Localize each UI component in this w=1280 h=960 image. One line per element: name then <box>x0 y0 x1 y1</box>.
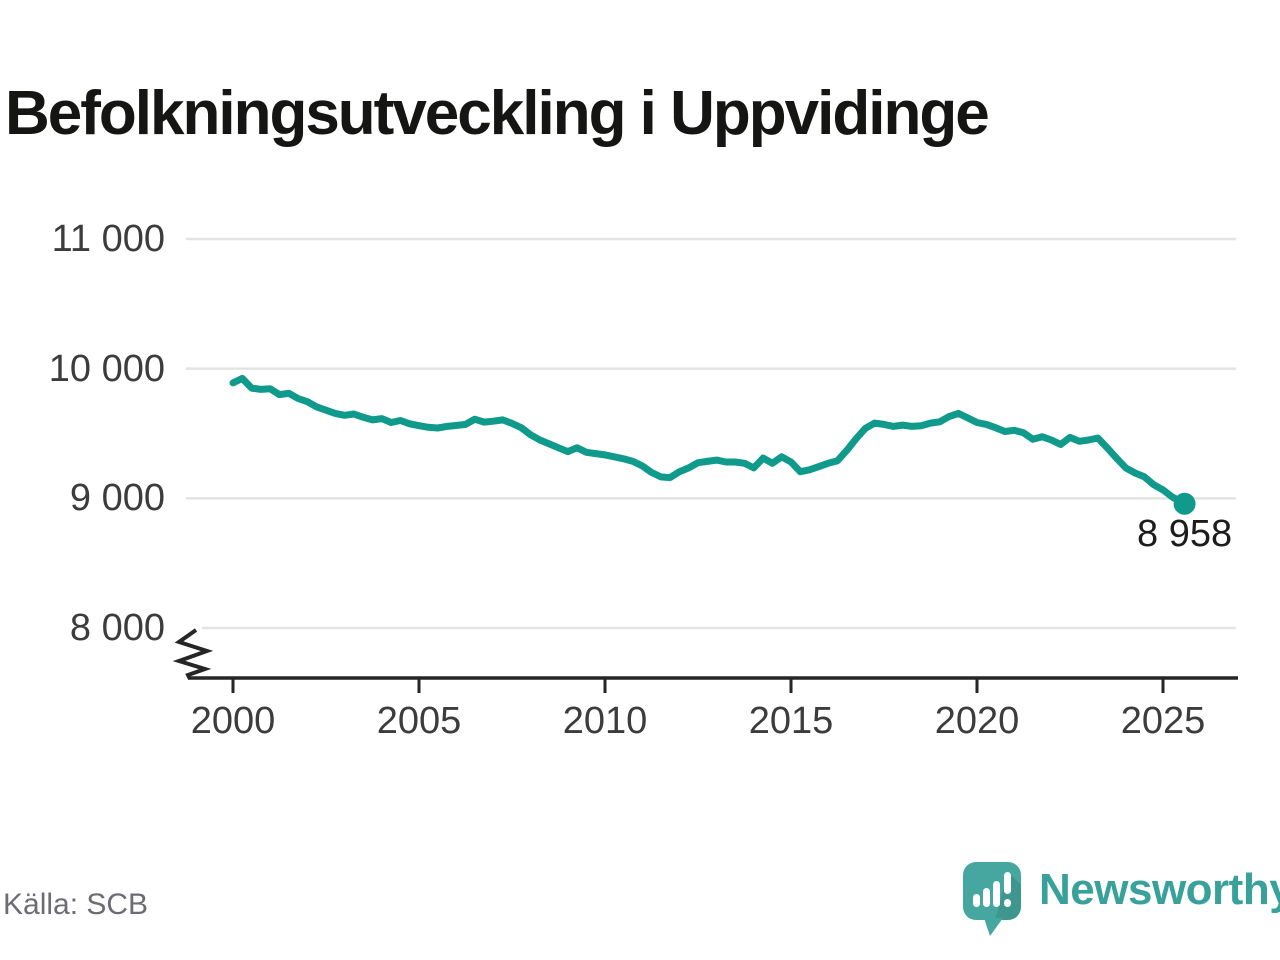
x-tick-label: 2015 <box>748 700 834 742</box>
population-line <box>229 374 1189 508</box>
page-title: Befolkningsutveckling i Uppvidinge <box>5 78 990 148</box>
newsworthy-logo-text: Newsworthy <box>1039 865 1280 914</box>
y-tick-label: 10 000 <box>48 347 165 390</box>
y-tick-label: 8 000 <box>69 607 165 649</box>
end-point-dot <box>1173 492 1196 515</box>
x-tick-label: 2020 <box>934 700 1020 742</box>
x-tick-label: 2025 <box>1120 700 1206 742</box>
y-tick-label: 11 000 <box>51 217 165 260</box>
x-tick-label: 2000 <box>190 700 276 742</box>
x-tick-label: 2005 <box>376 700 462 742</box>
last-value-label: 8 958 <box>1137 512 1233 555</box>
x-tick-label: 2010 <box>562 700 648 742</box>
axis-break-icon <box>172 628 214 680</box>
newsworthy-logo: Newsworthy <box>963 862 1280 938</box>
newsworthy-logo-icon <box>963 862 1021 936</box>
source-note: Källa: SCB <box>3 888 149 921</box>
y-tick-label: 9 000 <box>69 477 165 520</box>
